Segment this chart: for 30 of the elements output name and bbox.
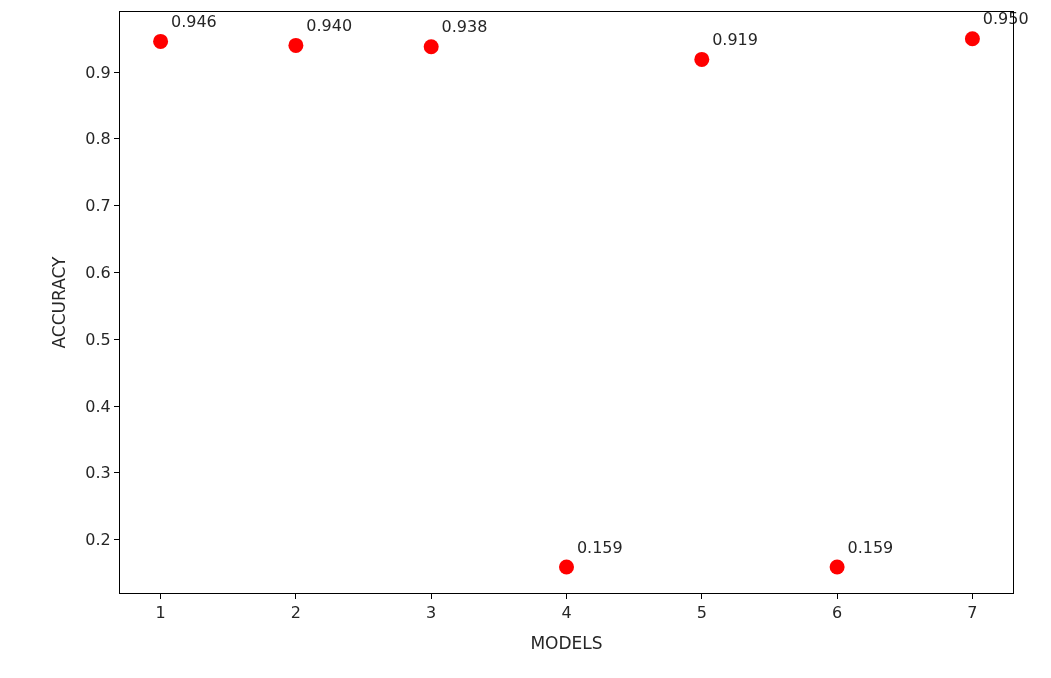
y-tick-label: 0.5 [85,329,111,349]
x-tick-label: 7 [967,603,978,623]
y-tick-label: 0.7 [85,196,111,216]
data-label: 0.919 [712,30,758,50]
y-axis-title: ACCURACY [48,255,69,349]
x-tick-label: 6 [832,603,843,623]
y-tick-label: 0.4 [85,396,111,416]
x-tick-label: 3 [426,603,437,623]
point [288,37,304,53]
point [423,39,439,55]
data-label: 0.940 [306,16,353,36]
point [153,33,169,49]
data-label: 0.946 [170,12,217,31]
data-label: 0.159 [847,537,894,557]
point [829,559,845,575]
data-label: 0.159 [576,537,623,557]
data-label: 0.938 [441,17,488,37]
x-axis-title: MODELS [530,632,603,653]
y-tick-label: 0.3 [85,463,111,483]
x-tick-label: 4 [561,603,572,623]
x-tick-label: 1 [155,603,166,623]
point [964,31,980,47]
point [694,51,710,67]
y-tick-label: 0.8 [85,129,111,149]
x-tick-label: 2 [290,603,301,623]
y-tick-label: 0.2 [85,530,111,550]
point [559,559,574,575]
x-tick-label: 5 [696,603,707,623]
y-tick-label: 0.6 [85,263,111,283]
y-tick-label: 0.9 [85,62,111,82]
